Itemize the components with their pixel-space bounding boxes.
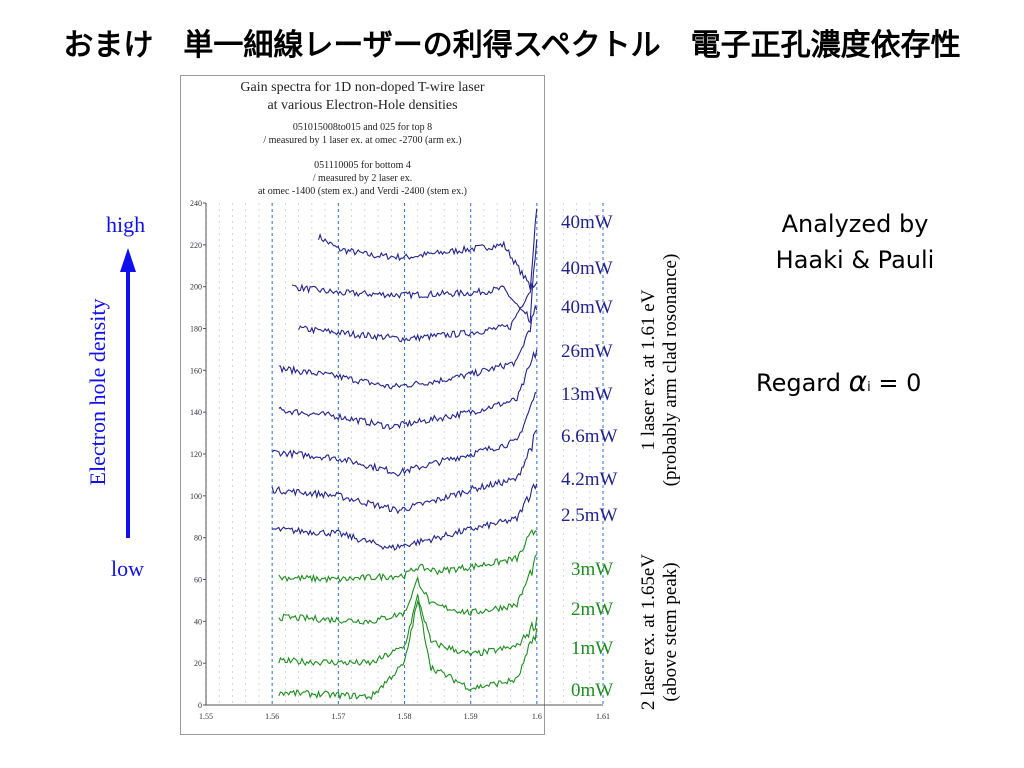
y-tick-label: 160: [190, 366, 202, 375]
figure-note2-line2: / measured by 2 laser ex.: [312, 173, 413, 184]
spectrum-trace-26mw: [278, 304, 538, 390]
figure-note2-line3: at omec -1400 (stem ex.) and Verdi -2400…: [258, 186, 467, 197]
figure-note2-line1: 051110005 for bottom 4: [314, 160, 411, 171]
green-group-label: 2 laser ex. at 1.65eV (above stem peak): [638, 554, 682, 710]
y-tick-label: 100: [190, 492, 202, 501]
regard-prefix: Regard: [756, 369, 841, 397]
trace-label-26mw: 26mW: [561, 341, 613, 362]
y-tick-label: 40: [194, 617, 202, 626]
spectrum-trace-40mw: [317, 208, 538, 290]
spectrum-trace-1mw: [278, 594, 538, 667]
blue-group-label-line2: (probably arm clad rosonance): [660, 253, 681, 487]
density-low-label: low: [111, 556, 144, 581]
y-tick-label: 200: [190, 283, 202, 292]
density-arrow-head: [120, 248, 136, 272]
trace-label-6.6mw: 6.6mW: [561, 426, 618, 447]
x-tick-label: 1.6: [532, 712, 542, 721]
regard-alpha-text: Regard αi = 0: [756, 364, 921, 406]
analyzed-by-text: Analyzed by Haaki & Pauli: [740, 206, 970, 278]
y-tick-label: 80: [194, 534, 202, 543]
x-tick-label: 1.56: [265, 712, 279, 721]
chart-axes: 0 20 40 60 80 100 120 140 160 180 200 220 240 1.55 1.5…: [190, 199, 610, 721]
x-tick-label: 1.59: [464, 712, 478, 721]
trace-label-0mw: 0mW: [571, 680, 614, 701]
figure-note1-line1: 051015008to015 and 025 for top 8: [292, 122, 433, 133]
y-tick-label: 20: [194, 659, 202, 668]
chart-traces: [271, 208, 538, 701]
y-tick-label: 120: [190, 450, 202, 459]
green-group-label-line1: 2 laser ex. at 1.65eV: [638, 553, 659, 711]
spectrum-trace-6.6mw: [271, 391, 538, 477]
trace-label-2.5mw: 2.5mW: [561, 505, 618, 526]
density-arrow: [120, 248, 136, 538]
x-tick-label: 1.55: [199, 712, 213, 721]
spectrum-trace-13mw: [278, 349, 538, 431]
y-tick-label: 180: [190, 325, 202, 334]
figure-note1-line2: / measured by 1 laser ex. at omec -2700 …: [263, 135, 462, 146]
trace-label-4.2mw: 4.2mW: [561, 469, 618, 490]
spectrum-trace-40mw: [291, 239, 538, 324]
y-tick-label: 220: [190, 241, 202, 250]
spectrum-trace-2.5mw: [272, 483, 538, 551]
x-tick-label: 1.58: [398, 712, 412, 721]
trace-label-40mw: 40mW: [561, 212, 613, 233]
spectrum-trace-3mw: [278, 528, 538, 584]
analysts-line: Haaki & Pauli: [775, 246, 935, 274]
spectrum-trace-4.2mw: [271, 429, 538, 515]
x-tick-label: 1.57: [331, 712, 345, 721]
alpha-symbol: α: [848, 365, 868, 398]
spectrum-trace-0mw: [278, 599, 538, 701]
electron-hole-density-label: Electron hole density: [85, 298, 110, 486]
trace-label-3mw: 3mW: [571, 559, 614, 580]
y-tick-label: 240: [190, 199, 202, 208]
analyzed-by-line: Analyzed by: [781, 210, 929, 238]
chart-grid: [205, 203, 604, 705]
trace-label-2mw: 2mW: [571, 599, 614, 620]
y-tick-label: 0: [198, 701, 202, 710]
trace-label-1mw: 1mW: [571, 638, 614, 659]
x-tick-label: 1.61: [596, 712, 610, 721]
figure-title-line2: at various Electron-Hole densities: [267, 98, 458, 113]
slide-title: おまけ 単一細線レーザーの利得スペクトル 電子正孔濃度依存性: [63, 28, 961, 63]
y-tick-label: 140: [190, 408, 202, 417]
spectrum-trace-40mw: [298, 282, 538, 343]
trace-label-13mw: 13mW: [561, 384, 613, 405]
regard-suffix: = 0: [878, 369, 922, 397]
green-group-label-line2: (above stem peak): [660, 562, 681, 702]
trace-label-40mw: 40mW: [561, 258, 613, 279]
density-high-label: high: [106, 212, 146, 237]
blue-group-label-line1: 1 laser ex. at 1.61 eV: [638, 289, 659, 451]
figure-title-line1: Gain spectra for 1D non-doped T-wire las…: [240, 80, 485, 95]
alpha-subscript: i: [867, 380, 871, 395]
trace-label-40mw: 40mW: [561, 297, 613, 318]
spectrum-trace-2mw: [278, 553, 538, 625]
y-tick-label: 60: [194, 576, 202, 585]
blue-group-label: 1 laser ex. at 1.61 eV (probably arm cla…: [638, 254, 682, 487]
